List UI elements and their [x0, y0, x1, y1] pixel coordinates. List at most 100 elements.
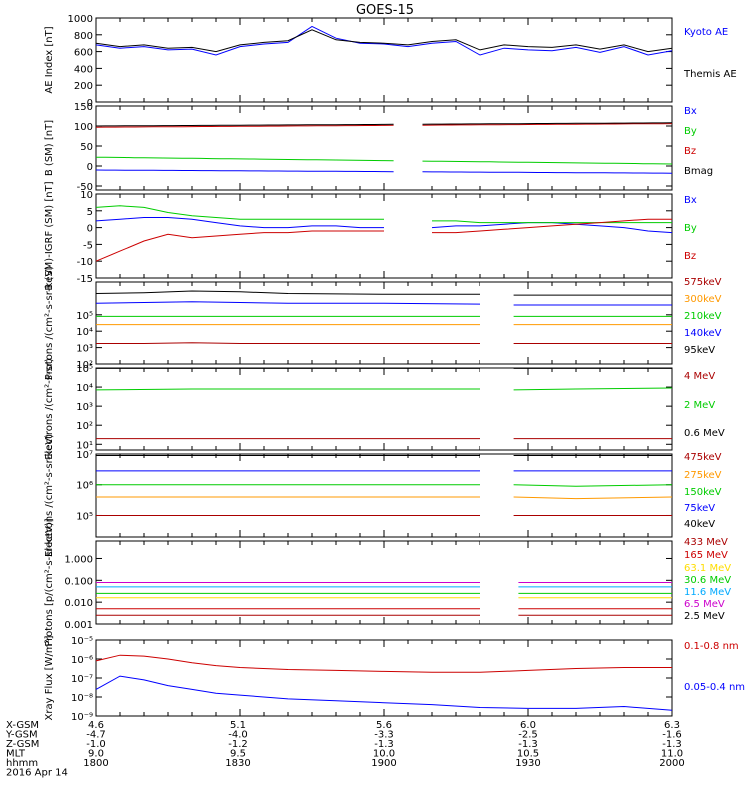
- footer-value: 5.1: [230, 720, 246, 731]
- legend-label: 2 MeV: [684, 400, 715, 411]
- y-tick-label: -15: [77, 274, 93, 285]
- footer-row-label: MLT: [6, 749, 26, 760]
- footer-row-label: X-GSM: [6, 720, 39, 731]
- y-tick-label: 10⁻⁵: [71, 636, 93, 647]
- legend-label: 30.6 MeV: [684, 575, 731, 586]
- y-tick-label: 10¹: [76, 440, 93, 451]
- y-tick-label: 10⁷: [76, 450, 93, 461]
- footer-value: 1930: [515, 758, 540, 769]
- footer-row-label: hhmm: [6, 758, 38, 769]
- panel-frame-ae: [95, 17, 673, 103]
- y-tick-label: 0.100: [64, 576, 93, 587]
- series-line-Bx: [431, 222, 673, 234]
- data-gap: [480, 368, 514, 450]
- y-tick-label: 10⁻⁷: [71, 674, 93, 685]
- legend-label: 210keV: [684, 311, 722, 322]
- data-gap: [398, 194, 423, 278]
- footer-value: -1.3: [662, 739, 682, 750]
- footer-value: 9.0: [88, 749, 104, 760]
- y-tick-label: 150: [74, 102, 93, 113]
- series-line-0.1-0.8-nm: [95, 654, 672, 673]
- footer-date: 2016 Apr 14: [6, 768, 68, 779]
- series-line-Bx: [95, 217, 384, 229]
- y-axis-label: Protons /(cm²-s-sr-keV): [44, 266, 55, 380]
- footer-value: -1.0: [86, 739, 106, 750]
- y-tick-label: 10⁴: [76, 327, 93, 338]
- y-tick-label: 800: [74, 31, 93, 42]
- series-line-Bz: [95, 230, 384, 262]
- footer-value: 10.5: [517, 749, 539, 760]
- footer-row-label: Y-GSM: [5, 730, 38, 741]
- legend-label: 11.6 MeV: [684, 587, 731, 598]
- footer-value: 6.0: [520, 720, 536, 731]
- panel-frame-bsm: [95, 105, 673, 191]
- footer-value: 5.6: [376, 720, 392, 731]
- legend-label: Bx: [684, 195, 697, 206]
- legend-label: 275keV: [684, 470, 722, 481]
- footer-value: 2000: [659, 758, 684, 769]
- series-line-2-MeV: [95, 387, 673, 391]
- y-tick-label: 1000: [68, 14, 93, 25]
- legend-label: 575keV: [684, 277, 722, 288]
- footer-value: 11.0: [661, 749, 683, 760]
- legend-label: 75keV: [684, 503, 715, 514]
- legend-label: 0.6 MeV: [684, 428, 725, 439]
- y-tick-label: 10⁻⁹: [71, 712, 93, 723]
- legend-label: 63.1 MeV: [684, 563, 731, 574]
- y-tick-label: -50: [77, 182, 93, 193]
- y-axis-label: AE Index [nT]: [44, 26, 55, 93]
- series-line-0.05-0.4-nm: [95, 675, 673, 711]
- data-gap: [480, 541, 514, 624]
- legend-label: Bx: [684, 106, 697, 117]
- y-tick-label: 10³: [76, 344, 93, 355]
- y-tick-label: 10⁶: [76, 481, 93, 492]
- footer-value: 1900: [371, 758, 396, 769]
- y-tick-label: 0.001: [64, 620, 93, 631]
- series-line-Themis-AE: [95, 29, 673, 53]
- footer-value: -1.2: [228, 739, 248, 750]
- y-tick-label: 0: [87, 224, 93, 235]
- y-tick-label: 10⁵: [76, 511, 93, 522]
- y-tick-label: -5: [83, 240, 93, 251]
- y-tick-label: 10⁻⁶: [71, 655, 93, 666]
- y-tick-label: 0.010: [64, 598, 93, 609]
- legend-label: 2.5 MeV: [684, 611, 725, 622]
- legend-label: 95keV: [684, 345, 715, 356]
- y-tick-label: 10: [80, 190, 93, 201]
- y-axis-label: Protons [p/(cm²-s-sr-keV)]: [44, 518, 55, 646]
- y-axis-label: B (SM)-IGRF (SM) [nT]: [44, 181, 55, 290]
- plot-title: GOES-15: [356, 3, 414, 18]
- footer-value: 1830: [225, 758, 250, 769]
- footer-value: 10.0: [373, 749, 395, 760]
- legend-label: By: [684, 223, 697, 234]
- series-line-By: [95, 205, 384, 220]
- series-line-95keV: [95, 290, 672, 296]
- series-line-Bz: [432, 218, 672, 234]
- y-tick-label: 10⁻⁸: [71, 693, 93, 704]
- y-tick-label: 600: [74, 48, 93, 59]
- y-axis-label: Xray Flux [W/m²]: [44, 635, 55, 720]
- series-line-Bz: [95, 124, 394, 128]
- y-tick-label: 100: [74, 122, 93, 133]
- legend-label: 6.5 MeV: [684, 599, 725, 610]
- panel-frame-xray: [95, 639, 673, 717]
- data-gap: [480, 454, 514, 537]
- series-line-150keV: [96, 484, 673, 487]
- legend-label: 0.05-0.4 nm: [684, 682, 745, 693]
- series-line-Bx: [95, 169, 394, 173]
- y-tick-label: 400: [74, 64, 93, 75]
- y-tick-label: 10⁵: [76, 311, 93, 322]
- y-tick-label: 10³: [76, 402, 93, 413]
- legend-label: Bz: [684, 146, 696, 157]
- panel-frame-electrons-kev: [95, 453, 673, 538]
- legend-label: 4 MeV: [684, 371, 715, 382]
- footer-value: 6.3: [664, 720, 680, 731]
- footer-value: 1800: [83, 758, 108, 769]
- series-line-Kyoto-AE: [95, 25, 673, 56]
- legend-label: 433 MeV: [684, 537, 728, 548]
- y-axis-label: Electrons /(cm²-s-sr): [44, 358, 55, 460]
- legend-label: 165 MeV: [684, 550, 728, 561]
- data-gap: [480, 282, 514, 364]
- y-tick-label: 5: [87, 207, 93, 218]
